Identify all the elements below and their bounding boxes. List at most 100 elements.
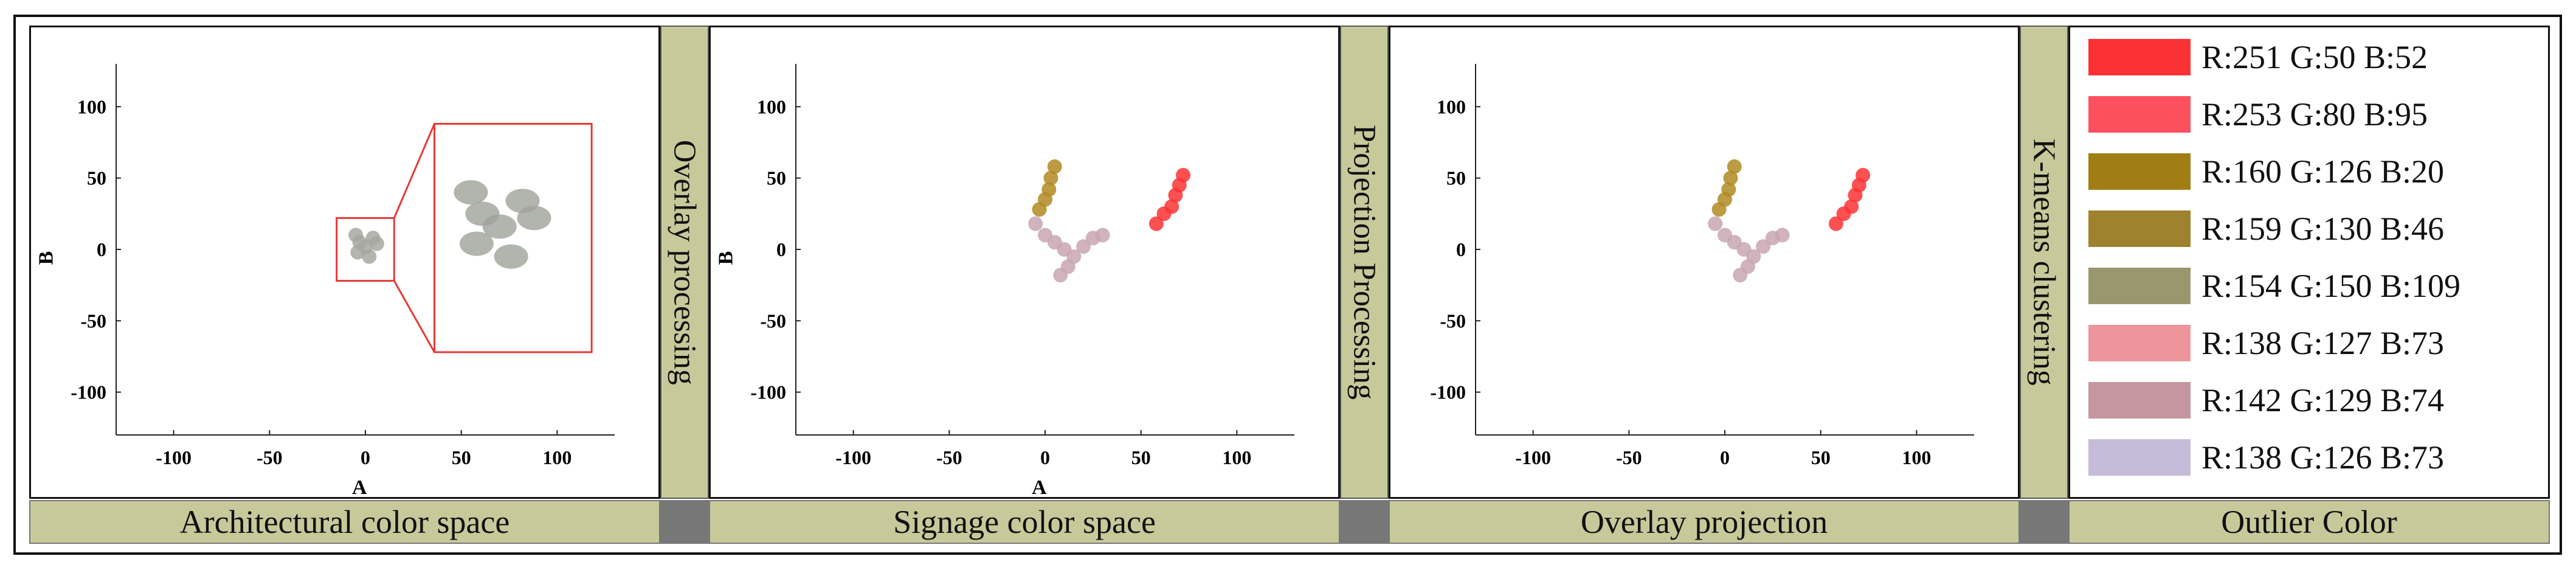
data-point [362,249,377,264]
separator-overlay-processing: Overlay processing [660,26,709,499]
legend-swatch [2088,325,2191,361]
data-point [1095,228,1110,243]
y-tick-label: 50 [87,167,106,189]
y-axis-label: B [714,251,737,265]
data-point [1028,216,1043,231]
legend-item: R:251 G:50 B:52 [2088,38,2428,76]
y-tick-label: 100 [1437,96,1466,117]
data-point [1836,206,1851,221]
zoom-box [336,217,395,282]
data-point [1828,216,1843,231]
y-tick-label: -100 [750,381,786,403]
legend-item: R:154 G:150 B:109 [2088,267,2460,305]
chart-architectural: -100 -50 0 50 100 100 50 0 -50 -100 [71,64,615,468]
signage-color-space-panel: -100 -50 0 50 100 100 50 0 -50 -100 A B [709,26,1340,499]
separator-base [2020,500,2068,544]
legend-swatch [2088,439,2191,476]
data-point [1047,159,1062,174]
x-tick-label: 50 [1131,447,1151,468]
legend-swatch [2088,39,2191,75]
legend-swatch [2088,382,2191,419]
zoom-connector [393,123,435,218]
architectural-color-space-panel: -100 -50 0 50 100 100 50 0 -50 -100 A B [29,26,660,499]
separator-label: Projection Processing [1347,124,1382,400]
data-point [1756,239,1771,254]
legend-item: R:160 G:126 B:20 [2088,153,2444,190]
separator-label: Overlay processing [667,139,702,385]
y-tick-label: 0 [97,238,106,260]
caption-architectural: Architectural color space [29,500,660,544]
y-tick-label: 0 [776,238,786,260]
legend-label: R:253 G:80 B:95 [2201,96,2428,133]
x-tick-label: -100 [1515,447,1551,468]
x-tick-label: -100 [835,447,871,468]
zoom-point [482,214,517,239]
caption-outlier-color: Outlier Color [2068,500,2550,544]
legend-swatch [2088,268,2191,304]
data-point [1711,202,1727,217]
x-tick-label: 50 [452,447,471,468]
separator-base [1340,500,1389,544]
data-point [1708,216,1723,231]
x-tick-label: 0 [361,447,370,468]
data-point [1727,159,1742,174]
legend-item: R:159 G:130 B:46 [2088,210,2444,248]
legend-label: R:154 G:150 B:109 [2201,268,2461,304]
separator-kmeans-clustering: K-means clustering [2020,26,2068,499]
legend-label: R:160 G:126 B:20 [2201,153,2445,190]
zoom-inset [433,123,593,353]
legend-label: R:251 G:50 B:52 [2201,39,2428,75]
data-point [1168,187,1183,203]
y-tick-label: 50 [1446,167,1466,189]
legend-label: R:138 G:127 B:73 [2201,325,2445,361]
x-tick-label: 100 [542,447,571,468]
legend-item: R:253 G:80 B:95 [2088,96,2428,133]
x-tick-label: -50 [1616,447,1642,468]
legend-label: R:142 G:129 B:74 [2201,382,2445,419]
chart-signage: -100 -50 0 50 100 100 50 0 -50 -100 [750,64,1294,468]
overlay-projection-panel: -100 -50 0 50 100 100 50 0 -50 -100 [1389,26,2020,499]
data-point [1848,187,1863,203]
data-point [1156,206,1172,221]
separator-label: K-means clustering [2026,139,2062,386]
x-tick-label: 100 [1902,447,1931,468]
data-point [350,245,365,260]
y-tick-label: -50 [760,310,786,332]
data-point [1733,268,1748,283]
caption-overlay: Overlay projection [1389,500,2020,544]
y-tick-label: 50 [767,167,786,189]
separator-base [660,500,709,544]
zoom-point [454,180,488,205]
x-tick-label: -100 [156,447,192,468]
data-point [1076,239,1091,254]
legend-swatch [2088,153,2191,190]
y-tick-label: 100 [757,96,786,117]
outlier-color-legend: R:251 G:50 B:52 R:253 G:80 B:95 R:160 G:12… [2068,26,2550,499]
zoom-point [517,206,551,231]
x-tick-label: 0 [1040,447,1050,468]
chart-overlay: -100 -50 0 50 100 100 50 0 -50 -100 [1430,64,1974,468]
data-point [1148,216,1164,231]
legend-swatch [2088,210,2191,247]
x-tick-label: -50 [936,447,962,468]
y-tick-label: -50 [1440,310,1466,332]
separator-projection-processing: Projection Processing [1340,26,1389,499]
zoom-connector [393,280,435,353]
y-tick-label: 0 [1456,238,1466,260]
x-tick-label: 0 [1720,447,1730,468]
y-axis-label: B [35,251,58,265]
x-tick-label: 100 [1222,447,1251,468]
legend-label: R:159 G:130 B:46 [2201,210,2445,247]
legend-label: R:138 G:126 B:73 [2201,439,2445,476]
data-point [1043,170,1058,186]
caption-signage: Signage color space [709,500,1340,544]
y-tick-label: -100 [71,381,106,403]
x-axis-label: A [1032,476,1047,499]
legend-item: R:138 G:126 B:73 [2088,439,2444,476]
legend-item: R:138 G:127 B:73 [2088,324,2444,362]
y-tick-label: -100 [1430,381,1466,403]
y-tick-label: 100 [77,96,106,117]
data-point [1053,268,1068,283]
y-tick-label: -50 [80,310,106,332]
data-point [1032,202,1047,217]
